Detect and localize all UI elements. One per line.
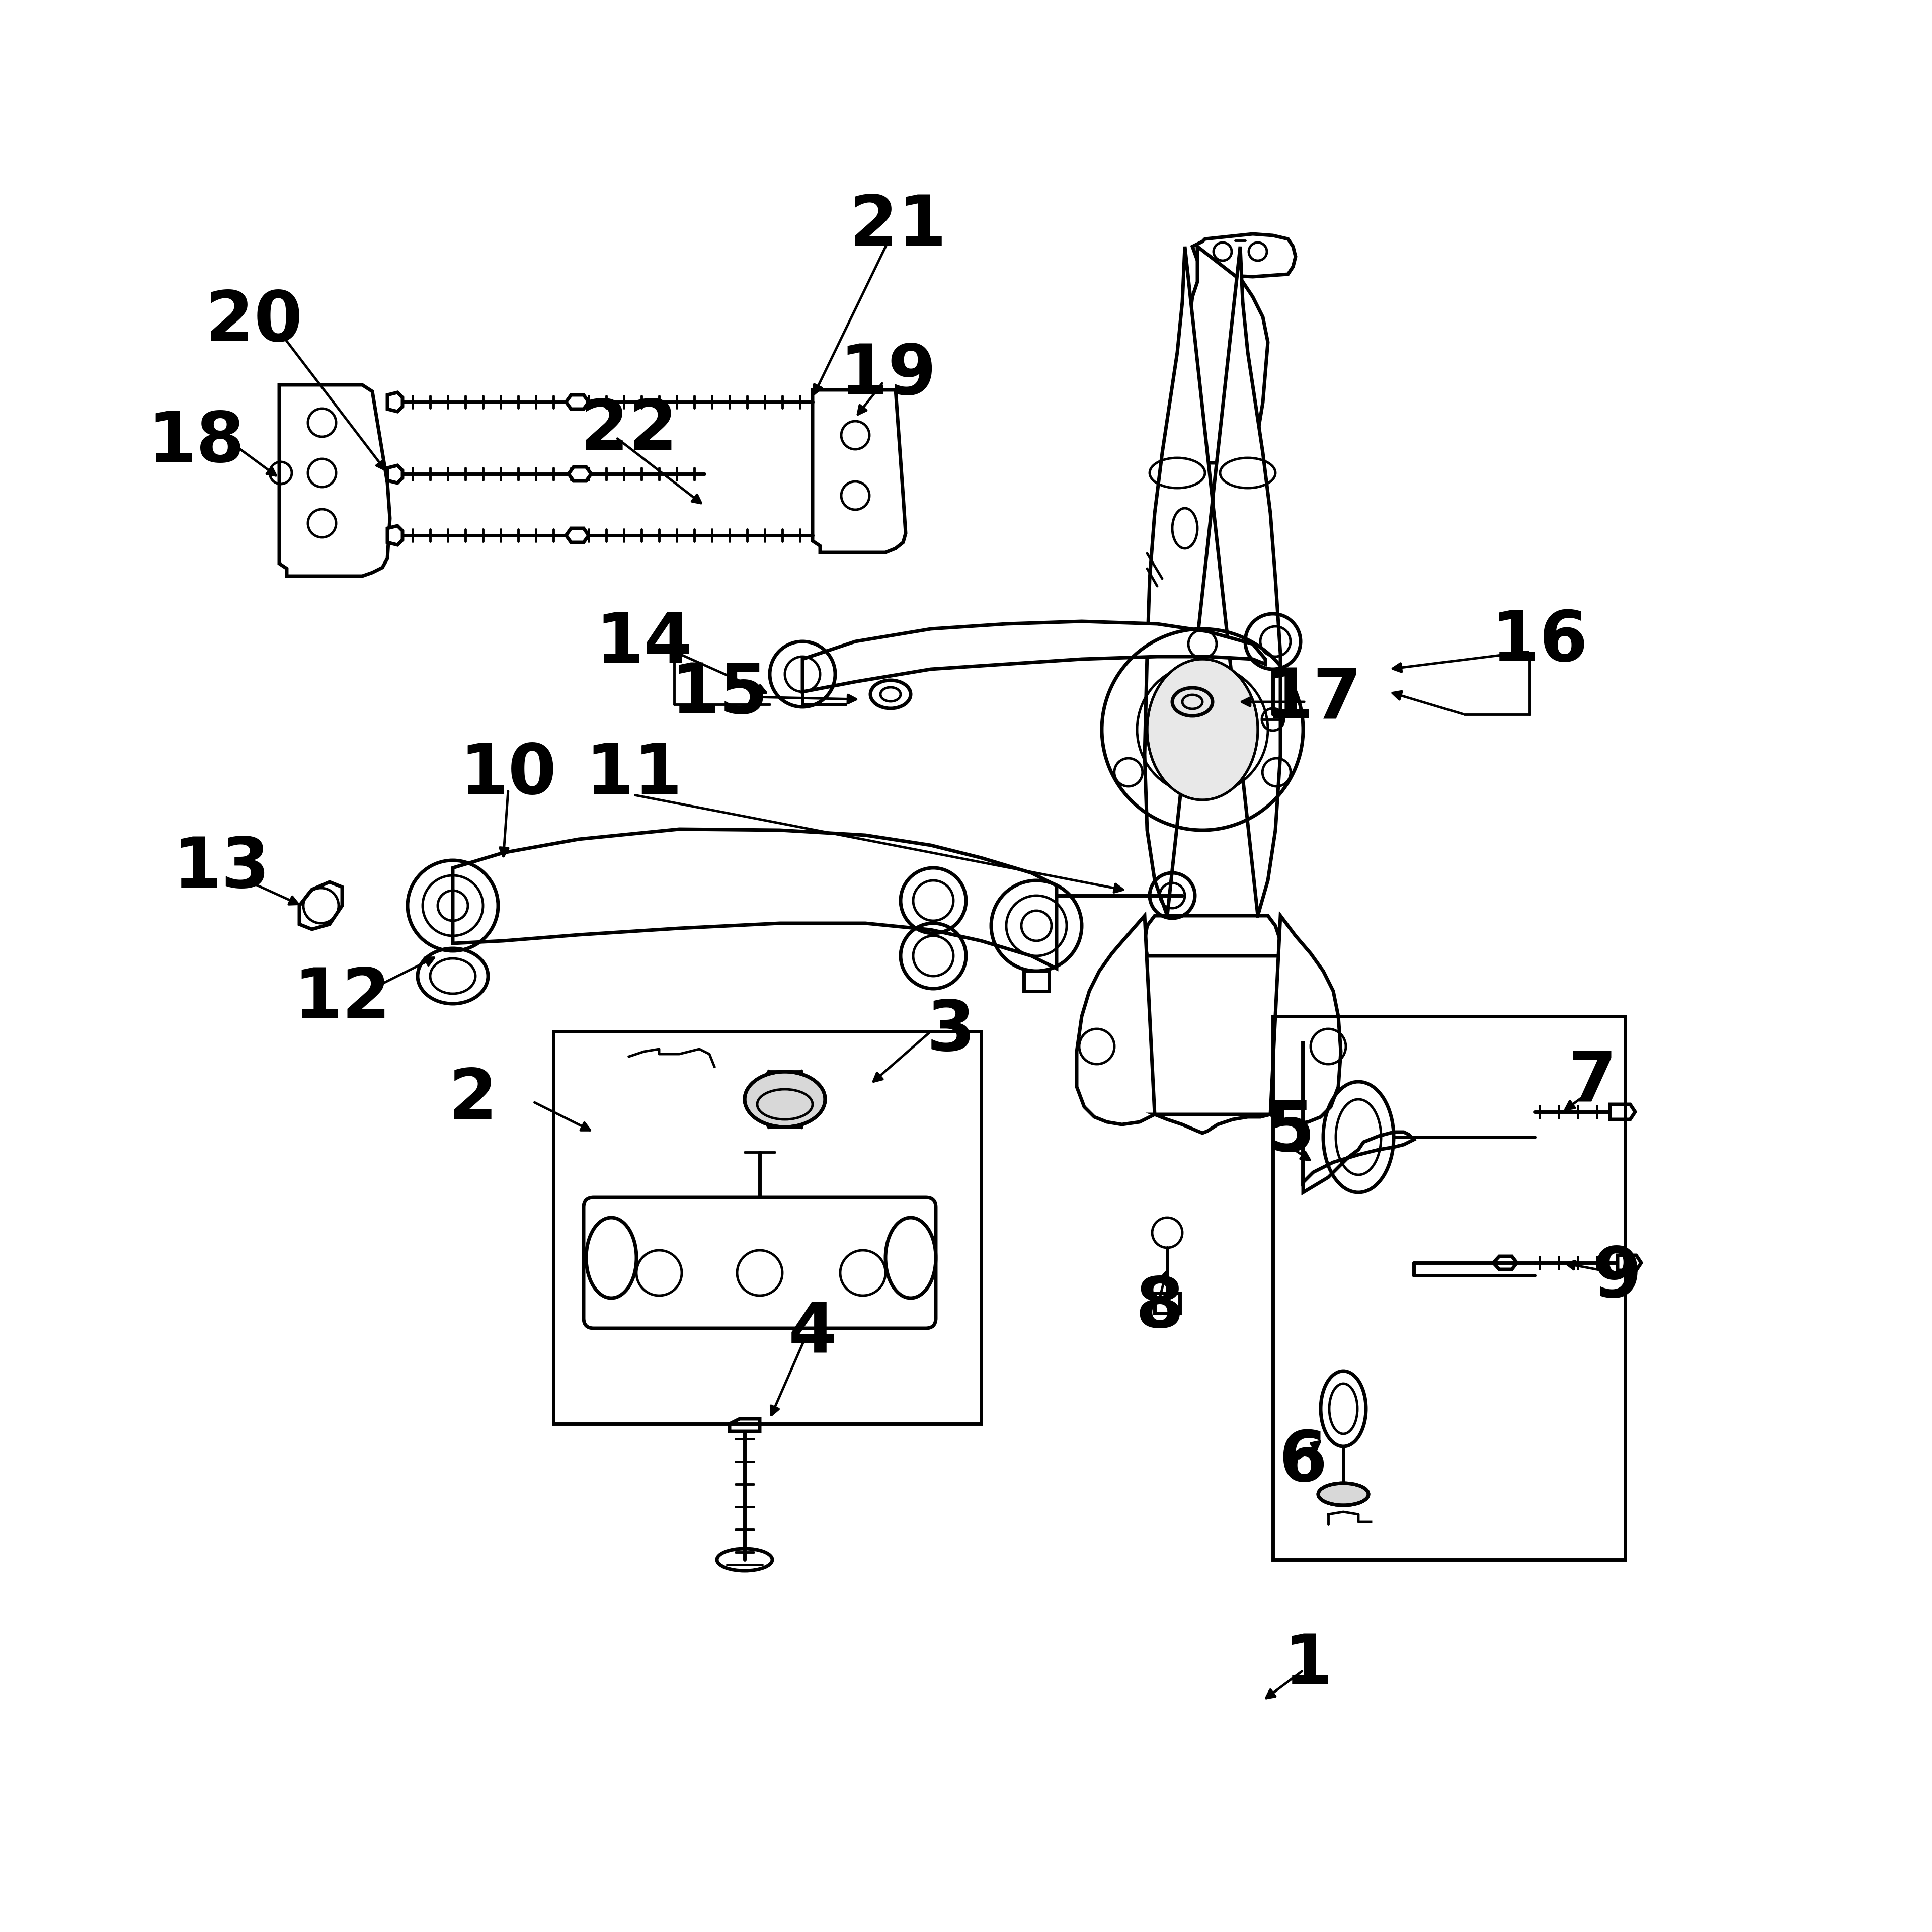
Polygon shape xyxy=(388,392,402,412)
Text: 18: 18 xyxy=(147,410,245,477)
Polygon shape xyxy=(1617,1256,1640,1271)
Polygon shape xyxy=(1076,916,1155,1124)
Text: 4: 4 xyxy=(788,1300,837,1368)
Polygon shape xyxy=(1182,247,1267,464)
Text: 14: 14 xyxy=(595,611,692,678)
Polygon shape xyxy=(1609,1105,1634,1119)
Polygon shape xyxy=(299,883,342,929)
Text: 11: 11 xyxy=(585,740,682,810)
Polygon shape xyxy=(568,468,591,481)
Text: 17: 17 xyxy=(1265,665,1362,734)
Text: 20: 20 xyxy=(205,288,303,355)
Polygon shape xyxy=(280,384,390,576)
Text: 12: 12 xyxy=(294,964,390,1034)
Text: 7: 7 xyxy=(1569,1047,1617,1115)
Text: 3: 3 xyxy=(927,997,976,1065)
Polygon shape xyxy=(566,527,589,543)
Polygon shape xyxy=(1192,234,1296,276)
Text: 6: 6 xyxy=(1279,1428,1327,1495)
Text: 1: 1 xyxy=(1285,1631,1333,1700)
Text: 22: 22 xyxy=(580,396,678,464)
FancyBboxPatch shape xyxy=(583,1198,935,1329)
Ellipse shape xyxy=(1148,659,1258,800)
Polygon shape xyxy=(1024,972,1049,991)
Bar xyxy=(553,1032,981,1424)
Text: 8: 8 xyxy=(1136,1275,1184,1343)
Polygon shape xyxy=(802,622,1265,692)
Polygon shape xyxy=(1271,916,1341,1124)
Polygon shape xyxy=(1144,247,1281,956)
Text: 16: 16 xyxy=(1492,607,1588,676)
Text: 10: 10 xyxy=(460,740,556,810)
Polygon shape xyxy=(813,390,906,553)
Polygon shape xyxy=(452,829,1057,968)
Polygon shape xyxy=(1155,1293,1180,1314)
Text: 2: 2 xyxy=(448,1065,497,1134)
Text: 21: 21 xyxy=(850,193,947,261)
Ellipse shape xyxy=(1318,1484,1368,1505)
Text: 19: 19 xyxy=(840,340,937,410)
Polygon shape xyxy=(1493,1256,1517,1269)
Bar xyxy=(1273,1016,1625,1559)
Polygon shape xyxy=(1155,1115,1271,1132)
Polygon shape xyxy=(566,394,589,410)
Polygon shape xyxy=(1302,1041,1414,1192)
Text: 15: 15 xyxy=(670,661,769,728)
Ellipse shape xyxy=(744,1072,825,1126)
Text: 5: 5 xyxy=(1265,1097,1316,1167)
Polygon shape xyxy=(388,526,402,545)
Polygon shape xyxy=(388,466,402,483)
Text: 13: 13 xyxy=(172,835,270,902)
Text: 9: 9 xyxy=(1594,1244,1642,1312)
Polygon shape xyxy=(730,1418,759,1432)
